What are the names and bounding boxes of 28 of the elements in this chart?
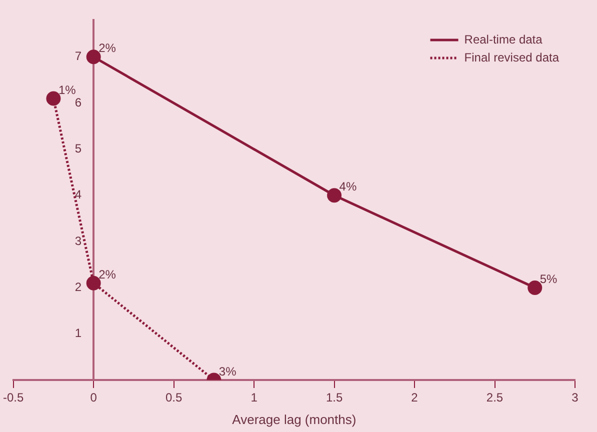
y-tick-label: 6 bbox=[74, 95, 94, 110]
y-tick-label: 1 bbox=[74, 326, 94, 340]
annotation: 3% bbox=[218, 364, 237, 378]
legend-label: Real-time data bbox=[464, 32, 543, 46]
x-tick-label: 2 bbox=[411, 390, 418, 405]
x-tick-label: 1.5 bbox=[326, 390, 343, 405]
y-tick-label: 3 bbox=[74, 234, 94, 248]
point bbox=[46, 91, 61, 106]
x-tick-label: 1 bbox=[250, 390, 258, 405]
x-axis-title: Average lag (months) bbox=[232, 412, 356, 427]
point bbox=[86, 276, 101, 290]
y-tick-label: 2 bbox=[74, 280, 94, 294]
annotation: 5% bbox=[540, 272, 558, 286]
x-tick-label: 0.5 bbox=[165, 390, 182, 405]
annotation: 4% bbox=[339, 180, 357, 194]
x-tick-label: 2.5 bbox=[486, 390, 504, 405]
point bbox=[86, 50, 101, 64]
x-tick-label: 3 bbox=[572, 390, 579, 405]
annotation: 1% bbox=[58, 82, 76, 97]
annotation: 2% bbox=[98, 267, 116, 282]
x-tick-label: 0 bbox=[90, 390, 98, 405]
point bbox=[528, 280, 542, 295]
y-tick-label: 5 bbox=[74, 142, 94, 156]
y-tick-label: 7 bbox=[74, 49, 94, 64]
y-tick-label: 4 bbox=[74, 188, 94, 202]
x-tick-label: -0.5 bbox=[2, 390, 24, 405]
annotation: 2% bbox=[98, 41, 116, 56]
legend-label: Final revised data bbox=[464, 50, 560, 64]
